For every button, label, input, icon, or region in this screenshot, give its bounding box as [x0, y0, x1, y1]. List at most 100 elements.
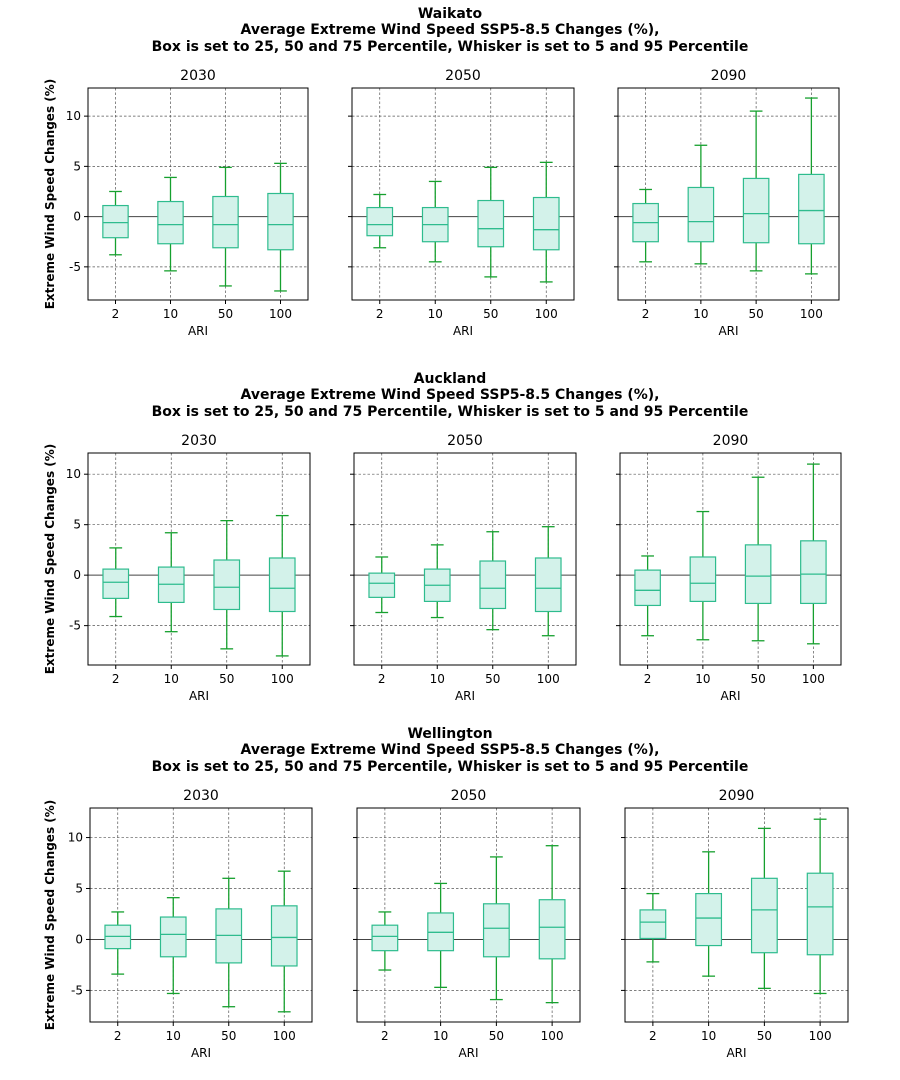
y-tick-label: -5: [71, 983, 83, 997]
x-tick-label: 100: [273, 1029, 296, 1043]
y-axis-label: Extreme Wind Speed Changes (%): [43, 800, 57, 1031]
x-tick-label: 50: [483, 307, 498, 321]
x-tick-label: 2: [112, 672, 120, 686]
box-iqr: [532, 196, 560, 251]
box-iqr: [689, 556, 717, 603]
box-iqr: [268, 557, 296, 613]
box-iqr: [800, 540, 827, 605]
x-tick-label: 10: [164, 672, 179, 686]
x-tick-label: 10: [701, 1029, 716, 1043]
x-tick-label: 100: [809, 1029, 832, 1043]
x-tick-label: 10: [695, 672, 710, 686]
y-tick-label: 5: [75, 882, 83, 896]
x-axis-label: ARI: [453, 324, 473, 338]
x-axis-label: ARI: [455, 689, 475, 703]
box-iqr: [639, 909, 667, 940]
x-tick-label: 50: [221, 1029, 236, 1043]
panel-title: 2090: [711, 68, 747, 84]
x-tick-label: 100: [802, 672, 825, 686]
box-iqr: [534, 557, 562, 613]
box-iqr: [477, 199, 505, 248]
y-tick-label: 5: [73, 518, 81, 532]
x-tick-label: 2: [378, 672, 386, 686]
box-iqr: [267, 192, 294, 251]
box-iqr: [687, 186, 715, 243]
x-axis-label: ARI: [189, 689, 209, 703]
x-tick-label: 2: [114, 1029, 122, 1043]
y-tick-label: 0: [73, 568, 81, 582]
x-tick-label: 50: [750, 672, 765, 686]
panel-title: 2050: [447, 433, 483, 449]
box-iqr: [479, 560, 507, 610]
chart-region-title: Auckland: [414, 371, 487, 387]
chart-title-line: Box is set to 25, 50 and 75 Percentile, …: [152, 404, 749, 420]
box-iqr: [744, 544, 772, 605]
y-tick-label: 10: [66, 467, 81, 481]
y-tick-label: 10: [68, 831, 83, 845]
panel-frame: [619, 452, 842, 666]
panel-frame: [89, 807, 313, 1023]
box-iqr: [159, 916, 187, 958]
panel-frame: [353, 452, 577, 666]
box-iqr: [270, 905, 298, 967]
panel-frame: [617, 87, 840, 301]
y-tick-label: 0: [73, 210, 81, 224]
chart-title-line: Average Extreme Wind Speed SSP5-8.5 Chan…: [241, 742, 660, 758]
chart-title-line: Average Extreme Wind Speed SSP5-8.5 Chan…: [241, 387, 660, 403]
x-tick-label: 50: [219, 672, 234, 686]
panel-title: 2090: [719, 788, 755, 804]
x-tick-label: 2: [376, 307, 384, 321]
box-iqr: [750, 877, 778, 954]
chart-title-line: Box is set to 25, 50 and 75 Percentile, …: [152, 759, 749, 775]
x-tick-label: 100: [541, 1029, 564, 1043]
box-iqr: [634, 569, 661, 607]
y-tick-label: 0: [75, 932, 83, 946]
x-tick-label: 2: [642, 307, 650, 321]
panel-frame: [87, 87, 309, 301]
y-tick-label: -5: [69, 260, 81, 274]
x-tick-label: 2: [649, 1029, 657, 1043]
box-iqr: [157, 200, 184, 245]
box-iqr: [371, 924, 399, 952]
x-tick-label: 10: [163, 307, 178, 321]
chart-region-title: Wellington: [407, 726, 492, 742]
x-tick-label: 2: [644, 672, 652, 686]
box-iqr: [368, 572, 396, 598]
panel-title: 2090: [713, 433, 749, 449]
x-tick-label: 10: [430, 672, 445, 686]
panel-title: 2030: [183, 788, 219, 804]
box-iqr: [798, 173, 825, 245]
x-axis-label: ARI: [458, 1046, 478, 1060]
x-axis-label: ARI: [188, 324, 208, 338]
panel-title: 2050: [451, 788, 487, 804]
x-axis-label: ARI: [726, 1046, 746, 1060]
box-iqr: [213, 559, 241, 611]
panel-frame: [356, 807, 581, 1023]
x-tick-label: 100: [269, 307, 292, 321]
x-tick-label: 10: [428, 307, 443, 321]
panel-frame: [624, 807, 849, 1023]
panel-title: 2050: [445, 68, 481, 84]
box-iqr: [102, 204, 129, 239]
x-tick-label: 50: [757, 1029, 772, 1043]
panel-title: 2030: [180, 68, 216, 84]
x-tick-label: 10: [433, 1029, 448, 1043]
panel-frame: [351, 87, 575, 301]
x-tick-label: 2: [381, 1029, 389, 1043]
box-iqr: [538, 899, 566, 960]
x-tick-label: 10: [166, 1029, 181, 1043]
box-iqr: [482, 903, 510, 958]
box-iqr: [212, 195, 239, 249]
x-tick-label: 100: [535, 307, 558, 321]
panel-title: 2030: [181, 433, 217, 449]
x-tick-label: 100: [800, 307, 823, 321]
x-tick-label: 10: [693, 307, 708, 321]
box-iqr: [366, 206, 394, 237]
chart-region-title: Waikato: [418, 6, 483, 22]
x-axis-label: ARI: [718, 324, 738, 338]
x-axis-label: ARI: [720, 689, 740, 703]
x-tick-label: 50: [218, 307, 233, 321]
x-tick-label: 50: [748, 307, 763, 321]
chart-title-line: Average Extreme Wind Speed SSP5-8.5 Chan…: [241, 22, 660, 38]
